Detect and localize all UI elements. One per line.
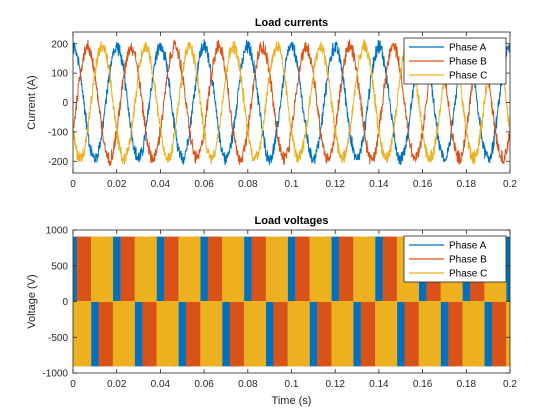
- x-tick-label: 0.06: [194, 379, 214, 390]
- legend-label-phase-a: Phase A: [449, 241, 487, 252]
- x-tick-label: 0.1: [285, 179, 299, 190]
- x-tick-label: 0.02: [107, 379, 127, 390]
- series-line-phase-c: [73, 236, 510, 367]
- legend: Phase A Phase B Phase C: [403, 37, 507, 85]
- y-tick-label: 200: [51, 39, 68, 50]
- x-tick-label: 0.18: [457, 379, 477, 390]
- x-tick-label: 0.04: [151, 379, 171, 390]
- x-tick-label: 0.08: [238, 179, 258, 190]
- y-tick-label: 0: [62, 297, 68, 308]
- x-tick-label: 0.14: [369, 379, 389, 390]
- x-tick-label: 0.16: [413, 379, 433, 390]
- x-tick-label: 0.04: [151, 179, 171, 190]
- y-tick-label: 0: [62, 98, 68, 109]
- x-tick-label: 0.06: [194, 179, 214, 190]
- y-tick-label: -500: [48, 333, 68, 344]
- y-tick-label: 1000: [46, 226, 69, 237]
- legend-label-phase-b: Phase B: [449, 255, 487, 266]
- legend: Phase A Phase B Phase C: [403, 235, 507, 283]
- chart-title: Load currents: [255, 17, 328, 29]
- x-tick-label: 0.1: [285, 379, 299, 390]
- legend-label-phase-b: Phase B: [449, 57, 487, 68]
- voltages-axes: 0 0.02 0.04 0.06 0.08 0.1 0.12 0.14 0.16 0.18 0.2 -…: [26, 215, 517, 407]
- legend-label-phase-c: Phase C: [449, 269, 487, 280]
- series-line-phase-c: [73, 39, 510, 165]
- y-axis-label: Current (A): [26, 75, 38, 129]
- x-tick-label: 0: [70, 379, 76, 390]
- y-tick-label: 100: [51, 69, 68, 80]
- x-tick-label: 0.14: [369, 179, 389, 190]
- chart-title: Load voltages: [255, 215, 329, 227]
- x-tick-label: 0.18: [457, 179, 477, 190]
- x-tick-label: 0.16: [413, 179, 433, 190]
- y-tick-label: -200: [48, 157, 68, 168]
- x-tick-label: 0.02: [107, 179, 127, 190]
- x-tick-label: 0.12: [325, 179, 345, 190]
- x-axis-label: Time (s): [272, 395, 312, 407]
- x-tick-label: 0.2: [503, 179, 517, 190]
- currents-axes: 0 0.02 0.04 0.06 0.08 0.1 0.12 0.14 0.16 0.18 0.2 -…: [26, 17, 517, 190]
- x-tick-label: 0.08: [238, 379, 258, 390]
- y-tick-label: -1000: [42, 369, 68, 380]
- y-tick-label: 500: [51, 261, 68, 272]
- x-tick-label: 0: [70, 179, 76, 190]
- legend-label-phase-c: Phase C: [449, 71, 487, 82]
- x-tick-label: 0.2: [503, 379, 517, 390]
- legend-label-phase-a: Phase A: [449, 43, 487, 54]
- y-axis-label: Voltage (V): [26, 274, 38, 328]
- x-tick-label: 0.12: [325, 379, 345, 390]
- y-tick-label: -100: [48, 127, 68, 138]
